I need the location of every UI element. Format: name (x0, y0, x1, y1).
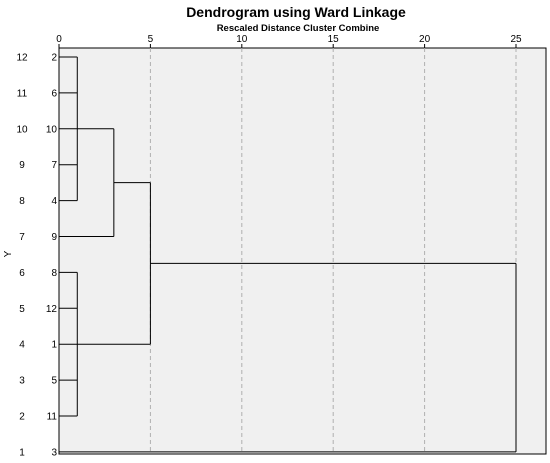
row-number: 1 (19, 447, 25, 458)
chart-subtitle: Rescaled Distance Cluster Combine (217, 23, 380, 34)
dendrogram-links (59, 56, 517, 453)
row-number: 12 (16, 53, 28, 64)
x-tick-label: 20 (419, 34, 431, 45)
row-number: 10 (16, 124, 28, 135)
x-tick-layer: 0 5 10 15 20 25 (56, 34, 522, 48)
row-number: 2 (19, 412, 25, 423)
leaf-label: 1 (51, 340, 57, 351)
leaf-label: 2 (51, 53, 57, 64)
leaf-label: 6 (51, 88, 57, 99)
leaf-label-layer: 2 6 10 7 4 9 8 12 1 5 11 3 (46, 53, 58, 459)
leaf-label: 7 (51, 160, 57, 171)
leaf-label: 3 (51, 447, 57, 458)
row-number: 5 (19, 304, 25, 315)
leaf-label: 9 (51, 232, 57, 243)
leaf-label: 4 (51, 196, 57, 207)
row-number: 11 (17, 88, 28, 99)
row-number-layer: 12 11 10 9 8 7 6 5 4 3 2 1 (16, 53, 28, 459)
chart-title: Dendrogram using Ward Linkage (186, 4, 406, 20)
y-axis-label: Y (3, 250, 14, 257)
leaf-label: 12 (46, 304, 58, 315)
leaf-label: 10 (46, 124, 58, 135)
x-tick-label: 25 (510, 34, 522, 45)
row-number: 9 (19, 160, 25, 171)
row-number: 7 (19, 232, 25, 243)
row-number: 8 (19, 196, 25, 207)
row-number: 4 (19, 340, 25, 351)
row-number: 3 (19, 376, 25, 387)
x-tick-label: 0 (56, 34, 62, 45)
leaf-label: 5 (51, 376, 57, 387)
x-tick-label: 15 (328, 34, 340, 45)
x-tick-label: 5 (148, 34, 154, 45)
row-number: 6 (19, 268, 25, 279)
x-tick-label: 10 (236, 34, 248, 45)
leaf-label: 8 (51, 268, 57, 279)
leaf-label: 11 (47, 412, 58, 423)
plot-area (58, 47, 547, 455)
